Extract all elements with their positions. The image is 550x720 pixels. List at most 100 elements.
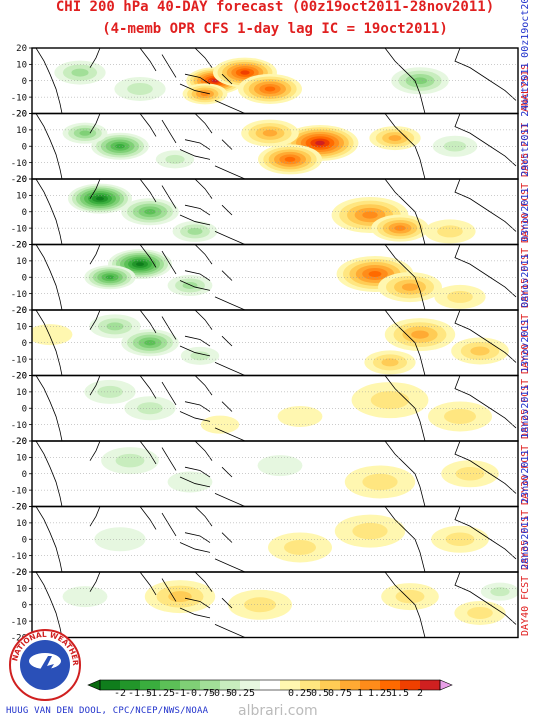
colorbar-tick-label: 1	[356, 688, 364, 699]
chart-title: CHI 200 hPa 40-DAY forecast (00z19oct201…	[55, 0, 495, 15]
panel-date: 13nov2011	[520, 318, 531, 373]
colorbar-swatch	[120, 680, 141, 690]
anomaly-4-5	[89, 314, 141, 339]
panel-4: 20 10 0 -10 -20	[11, 306, 519, 382]
y-tick-label: 10	[16, 192, 27, 202]
y-tick-label: 10	[16, 323, 27, 333]
y-tick-label: -20	[11, 110, 27, 120]
y-tick-label: 0	[22, 339, 27, 349]
anomaly-5-0	[351, 382, 429, 419]
anomaly-0-2	[238, 73, 302, 104]
coastline	[35, 113, 517, 179]
y-tick-label: -10	[11, 224, 27, 234]
colorbar-tick-label: -1.5	[127, 688, 153, 699]
colorbar-tick-label: -2	[113, 688, 127, 699]
anomaly-6-3	[167, 471, 213, 493]
anomaly-7-1	[268, 532, 332, 563]
y-tick-label: 10	[16, 126, 27, 136]
anomaly-4-3	[32, 324, 73, 346]
colorbar-swatch	[320, 680, 341, 690]
colorbar-tick-label: -1.25	[144, 688, 176, 699]
y-tick-label: -20	[11, 634, 27, 644]
coastline	[35, 244, 517, 310]
colorbar-tick-label: 2	[416, 688, 424, 699]
coastline	[35, 48, 517, 114]
anomaly-7-3	[94, 527, 146, 552]
colorbar-tick-label: 0.75	[327, 688, 353, 699]
anomaly-8-5	[480, 582, 518, 601]
anomaly-0-6	[391, 67, 449, 95]
colorbar-swatch	[420, 680, 441, 690]
colorbar-tick-label: -0.5	[207, 688, 233, 699]
anomaly-5-1	[428, 401, 492, 432]
anomaly-8-2	[381, 583, 439, 611]
y-tick-label: 10	[16, 388, 27, 398]
y-tick-label: -10	[11, 617, 27, 627]
anomaly-6-0	[344, 465, 416, 499]
colorbar-tick-label: -0.75	[184, 688, 216, 699]
chart-subtitle: (4-memb OPR CFS 1-day lag IC = 19oct2011…	[102, 21, 448, 37]
anomaly-7-2	[431, 525, 489, 553]
y-tick-label: 20	[16, 306, 27, 316]
anomaly-1-5	[62, 122, 108, 144]
colorbar-swatch	[380, 680, 401, 690]
colorbar-swatch	[340, 680, 361, 690]
colorbar-swatch	[280, 680, 301, 690]
colorbar	[87, 679, 453, 691]
y-tick-label: 10	[16, 519, 27, 529]
y-tick-label: -20	[11, 503, 27, 513]
y-tick-label: -10	[11, 290, 27, 300]
panel-1: 20 10 0 -10 -20	[11, 110, 519, 185]
y-tick-label: 10	[16, 257, 27, 267]
panel-date: 08nov2011	[520, 253, 531, 308]
panel-date: 03nov2011	[520, 187, 531, 242]
y-tick-label: -20	[11, 568, 27, 578]
anomaly-8-4	[62, 586, 108, 608]
y-tick-label: -20	[11, 306, 27, 316]
y-tick-label: 10	[16, 61, 27, 71]
y-tick-label: 20	[16, 437, 27, 447]
anomaly-1-3	[369, 126, 421, 151]
y-tick-label: 0	[22, 470, 27, 480]
colorbar-swatch	[180, 680, 201, 690]
panel-3: 20 10 0 -10 -20	[11, 241, 519, 316]
anomaly-4-2	[364, 350, 416, 375]
colorbar-swatch	[100, 680, 121, 690]
anomaly-0-5	[114, 76, 166, 101]
anomaly-6-2	[101, 447, 159, 475]
colorbar-tick-label: 1.5	[390, 688, 410, 699]
colorbar-tick-label: -0.25	[224, 688, 256, 699]
y-tick-label: 10	[16, 585, 27, 595]
panel-8: 20 10 0 -10 -20	[11, 568, 519, 644]
anomaly-1-6	[155, 150, 195, 169]
panel-date: 29oct2011	[520, 122, 531, 177]
anomaly-2-1	[371, 214, 429, 242]
y-tick-label: -10	[11, 355, 27, 365]
colorbar-swatch	[360, 680, 381, 690]
y-tick-label: 0	[22, 535, 27, 545]
colorbar-tick-label: 0.25	[287, 688, 313, 699]
y-tick-label: -10	[11, 159, 27, 169]
y-tick-label: 20	[16, 372, 27, 382]
watermark: albrari.com	[238, 703, 318, 719]
anomaly-7-0	[334, 514, 406, 548]
y-tick-label: 20	[16, 241, 27, 251]
colorbar-tick-label: 1.25	[367, 688, 393, 699]
y-tick-label: 10	[16, 454, 27, 464]
panel-0: 20 10 0 -10 -20	[11, 44, 519, 120]
colorbar-swatch	[200, 680, 221, 690]
y-tick-label: 20	[16, 110, 27, 120]
y-tick-label: -10	[11, 552, 27, 562]
anomaly-6-4	[257, 455, 303, 477]
y-tick-label: 20	[16, 44, 27, 54]
y-tick-label: 0	[22, 601, 27, 611]
anomaly-2-2	[424, 219, 476, 244]
panel-date: 23nov2011	[520, 449, 531, 504]
colorbar-swatch	[140, 680, 161, 690]
colorbar-tick-label: 0.5	[310, 688, 330, 699]
anomaly-0-3	[182, 83, 228, 105]
colorbar-swatch	[260, 680, 281, 690]
y-tick-label: -10	[11, 93, 27, 103]
anomaly-3-1	[378, 272, 442, 303]
